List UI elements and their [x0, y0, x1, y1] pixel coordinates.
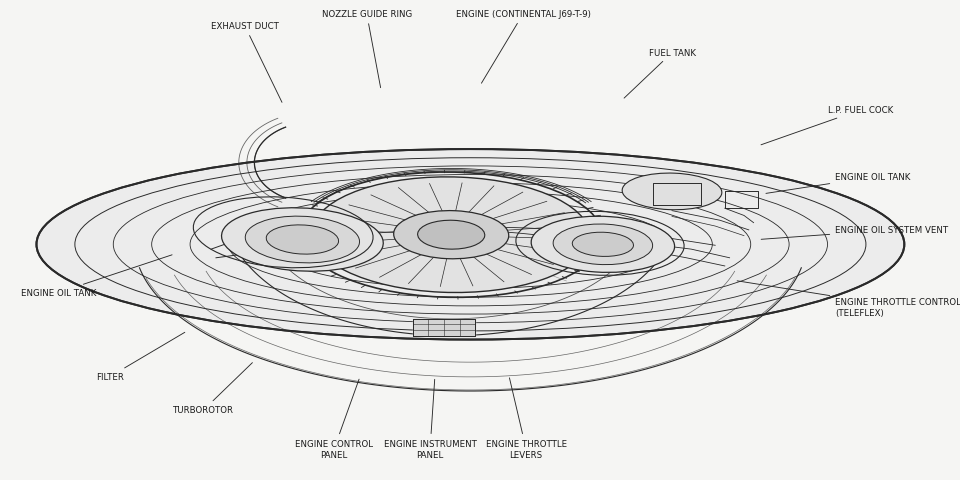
Ellipse shape [531, 217, 675, 273]
Ellipse shape [36, 150, 904, 340]
Ellipse shape [418, 221, 485, 250]
Ellipse shape [572, 233, 634, 257]
Text: ENGINE OIL SYSTEM VENT: ENGINE OIL SYSTEM VENT [761, 226, 948, 240]
Ellipse shape [553, 225, 653, 265]
Text: ENGINE (CONTINENTAL J69-T-9): ENGINE (CONTINENTAL J69-T-9) [456, 10, 590, 84]
Ellipse shape [622, 174, 722, 210]
Text: FILTER: FILTER [96, 333, 185, 381]
Text: TURBOROTOR: TURBOROTOR [173, 363, 252, 415]
Text: NOZZLE GUIDE RING: NOZZLE GUIDE RING [322, 10, 412, 88]
Text: ENGINE CONTROL
PANEL: ENGINE CONTROL PANEL [295, 379, 373, 458]
Ellipse shape [245, 216, 360, 264]
Text: ENGINE THROTTLE
LEVERS: ENGINE THROTTLE LEVERS [486, 378, 566, 458]
Polygon shape [413, 319, 475, 336]
Ellipse shape [266, 226, 339, 254]
Text: L.P. FUEL COCK: L.P. FUEL COCK [761, 106, 893, 145]
Text: ENGINE OIL TANK: ENGINE OIL TANK [21, 255, 172, 297]
Ellipse shape [394, 211, 509, 259]
Text: ENGINE INSTRUMENT
PANEL: ENGINE INSTRUMENT PANEL [384, 380, 476, 458]
Text: FUEL TANK: FUEL TANK [624, 48, 696, 99]
Text: ENGINE OIL TANK: ENGINE OIL TANK [766, 173, 911, 194]
Text: ENGINE THROTTLE CONTROLS
(TELEFLEX): ENGINE THROTTLE CONTROLS (TELEFLEX) [737, 281, 960, 317]
Ellipse shape [222, 208, 383, 272]
Ellipse shape [312, 178, 590, 293]
Text: EXHAUST DUCT: EXHAUST DUCT [211, 22, 282, 103]
